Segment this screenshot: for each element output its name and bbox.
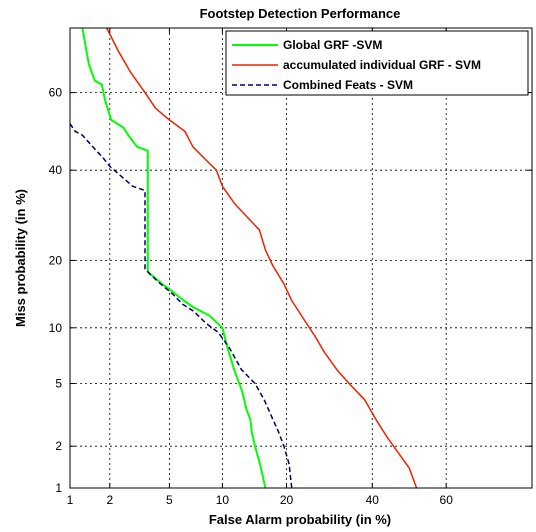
y-tick-label: 10 (49, 321, 63, 335)
x-tick-label: 60 (440, 493, 454, 507)
series-line-0 (81, 27, 267, 489)
grid (70, 28, 532, 488)
chart-title: Footstep Detection Performance (200, 6, 401, 21)
x-axis-label: False Alarm probability (in %) (209, 512, 391, 527)
y-axis-label: Miss probability (in %) (13, 189, 28, 327)
y-tick-label: 2 (55, 439, 62, 453)
x-tick-label: 20 (280, 493, 294, 507)
x-tick-label: 5 (166, 493, 173, 507)
y-tick-label: 20 (49, 253, 63, 267)
x-tick-label: 40 (366, 493, 380, 507)
x-ticks: 1 2 5 10 20 40 60 (67, 28, 454, 507)
x-tick-label: 10 (216, 493, 230, 507)
plot-frame (69, 27, 533, 489)
legend-label-2: Combined Feats - SVM (283, 78, 413, 92)
legend-label-1: accumulated individual GRF - SVM (283, 58, 481, 72)
y-tick-label: 60 (49, 86, 63, 100)
series-line-1 (106, 27, 418, 489)
x-tick-label: 2 (106, 493, 113, 507)
y-tick-label: 1 (55, 481, 62, 495)
y-tick-label: 40 (49, 163, 63, 177)
x-tick-label: 1 (67, 493, 74, 507)
series-line-2 (69, 123, 293, 489)
series-layer (69, 27, 418, 489)
legend: Global GRF -SVM accumulated individual G… (225, 30, 529, 96)
legend-label-0: Global GRF -SVM (283, 38, 382, 52)
y-ticks: 1 2 5 10 20 40 60 (49, 86, 532, 495)
y-tick-label: 5 (55, 377, 62, 391)
